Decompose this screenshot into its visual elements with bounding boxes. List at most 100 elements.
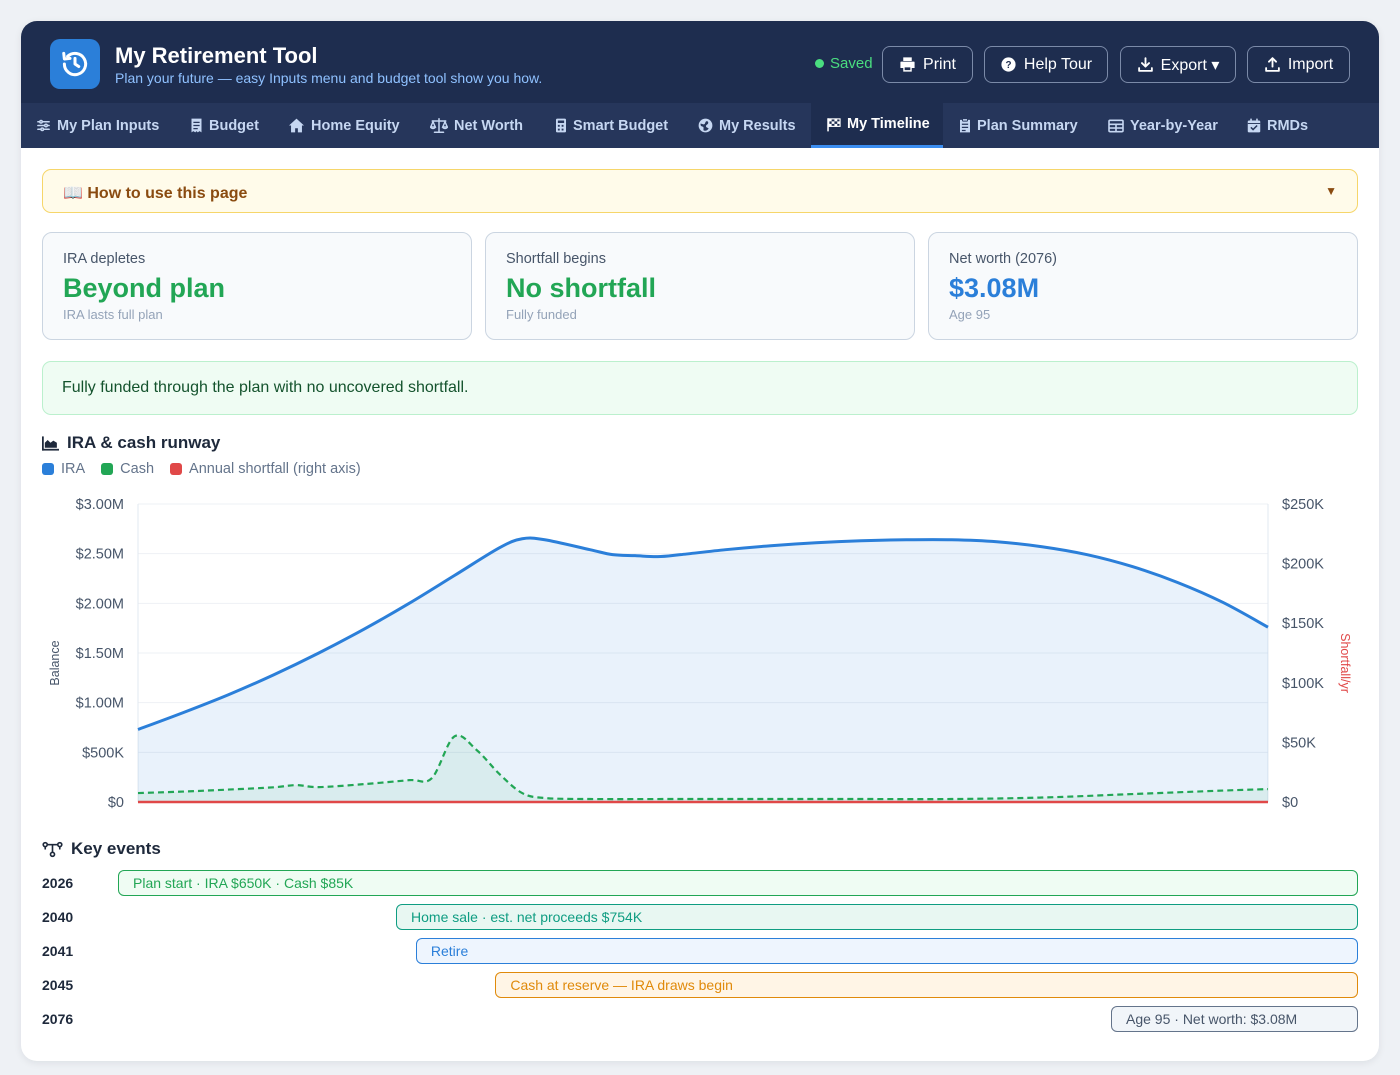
y2-tick-label: $150K — [1282, 616, 1324, 632]
y2-tick-label: $50K — [1282, 735, 1316, 751]
y-tick-label: $2.00M — [76, 596, 124, 612]
y-axis-label: Balance — [48, 640, 62, 685]
tab-label: My Results — [719, 117, 796, 134]
stat-label: Net worth (2076) — [949, 251, 1057, 267]
tab-plan-summary[interactable]: Plan Summary — [959, 103, 1078, 148]
event-year: 2045 — [42, 977, 74, 993]
y2-axis-label: Shortfall/yr — [1338, 633, 1352, 693]
app-title: My Retirement Tool — [115, 43, 318, 68]
tab-rmds[interactable]: RMDs — [1247, 103, 1308, 148]
stat-sub: Fully funded — [506, 307, 577, 322]
area-chart-icon — [42, 435, 59, 451]
stat-card-ira-depletes: IRA depletes Beyond plan IRA lasts full … — [42, 232, 472, 340]
cash-area — [138, 735, 1268, 802]
clipboard-icon — [960, 118, 970, 133]
legend-item-cash[interactable]: Cash — [101, 461, 154, 477]
chart-title: IRA & cash runway — [42, 433, 220, 453]
history-icon[interactable] — [50, 39, 100, 89]
event-bar[interactable]: Home sale · est. net proceeds $754K — [396, 904, 1358, 930]
import-button[interactable]: Import — [1247, 46, 1350, 83]
tab-year-by-year[interactable]: Year-by-Year — [1108, 103, 1218, 148]
tab-my-plan-inputs[interactable]: My Plan Inputs — [36, 103, 159, 148]
sliders-icon — [37, 119, 50, 132]
export-label: Export ▾ — [1160, 56, 1220, 74]
how-to-title: 📖 How to use this page — [63, 185, 248, 202]
status-dot-icon — [815, 59, 824, 68]
chart-legend: IRA Cash Annual shortfall (right axis) — [42, 461, 361, 477]
stat-value: Beyond plan — [63, 273, 226, 303]
export-button[interactable]: Export ▾ — [1120, 46, 1236, 83]
tab-label: Plan Summary — [977, 117, 1078, 134]
legend-label: Cash — [120, 461, 155, 477]
tab-label: Home Equity — [311, 117, 400, 134]
y-tick-label: $1.00M — [76, 696, 124, 712]
chevron-down-icon[interactable]: ▼ — [1325, 184, 1337, 198]
tab-net-worth[interactable]: Net Worth — [430, 103, 523, 148]
ira-line — [137, 536, 1269, 731]
event-bar[interactable]: Cash at reserve — IRA draws begin — [495, 972, 1358, 998]
print-label: Print — [923, 55, 956, 73]
legend-swatch — [170, 463, 183, 475]
question-circle-icon: ? — [1001, 57, 1016, 72]
tab-home-equity[interactable]: Home Equity — [288, 103, 400, 148]
flag-checkered-icon — [827, 117, 841, 131]
legend-swatch — [101, 463, 114, 475]
event-bar[interactable]: Age 95 · Net worth: $3.08M — [1111, 1006, 1358, 1032]
y2-tick-label: $0 — [1282, 795, 1298, 811]
alert-text: Fully funded through the plan with no un… — [62, 379, 469, 396]
event-year: 2041 — [42, 943, 74, 959]
y-tick-label: $500K — [82, 745, 124, 761]
legend-item-ira[interactable]: IRA — [42, 461, 85, 477]
chart-title-text: IRA & cash runway — [67, 433, 221, 452]
runway-chart: $0 $500K $1.00M $1.50M $2.00M $2.50M $3.00M $0 $… — [48, 497, 1352, 811]
app-card: My Retirement Tool Plan your future — ea… — [21, 21, 1379, 1061]
main-nav: My Plan Inputs Budget Home Equity Net Wo… — [21, 103, 1379, 148]
tab-smart-budget[interactable]: Smart Budget — [555, 103, 668, 148]
tab-budget[interactable]: Budget — [190, 103, 259, 148]
stat-value: No shortfall — [506, 273, 657, 303]
scale-icon — [430, 118, 448, 133]
event-bar[interactable]: Plan start · IRA $650K · Cash $85K — [118, 870, 1358, 896]
legend-label: IRA — [61, 461, 86, 477]
legend-swatch — [42, 463, 54, 475]
how-to-panel[interactable]: 📖 How to use this page ▼ — [42, 169, 1358, 213]
legend-item-shortfall[interactable]: Annual shortfall (right axis) — [170, 461, 361, 477]
y-tick-label: $2.50M — [76, 547, 124, 563]
help-tour-label: Help Tour — [1023, 55, 1093, 73]
stat-card-net-worth: Net worth (2076) $3.08M Age 95 — [928, 232, 1358, 340]
stat-value: $3.08M — [949, 273, 1040, 303]
calendar-check-icon — [1247, 118, 1261, 133]
tab-my-timeline[interactable]: My Timeline — [811, 103, 943, 148]
help-tour-button[interactable]: ? Help Tour — [984, 46, 1108, 83]
y2-tick-label: $250K — [1282, 497, 1324, 513]
ira-area — [138, 538, 1268, 802]
svg-text:?: ? — [1005, 60, 1011, 71]
tab-label: Budget — [209, 117, 259, 134]
printer-icon — [900, 57, 915, 72]
event-bar[interactable]: Retire — [415, 938, 1358, 964]
event-year: 2040 — [42, 909, 74, 925]
import-label: Import — [1287, 55, 1334, 73]
tab-label: My Plan Inputs — [57, 117, 160, 134]
table-icon — [1108, 119, 1124, 132]
print-button[interactable]: Print — [882, 46, 973, 83]
event-year: 2026 — [42, 875, 74, 891]
events-title: Key events — [42, 839, 161, 859]
funded-alert: Fully funded through the plan with no un… — [42, 361, 1358, 415]
tab-label: Net Worth — [454, 117, 524, 134]
upload-icon — [1265, 57, 1280, 72]
stat-label: Shortfall begins — [506, 251, 606, 267]
stat-card-shortfall: Shortfall begins No shortfall Fully fund… — [485, 232, 915, 340]
y-tick-label: $3.00M — [76, 497, 124, 513]
globe-icon — [698, 118, 713, 133]
tab-label: Smart Budget — [573, 117, 669, 134]
legend-label: Annual shortfall (right axis) — [189, 461, 361, 477]
stat-sub: IRA lasts full plan — [63, 307, 163, 322]
tab-label: My Timeline — [847, 116, 930, 132]
download-icon — [1137, 57, 1153, 72]
diagram-icon — [42, 841, 63, 857]
tab-my-results[interactable]: My Results — [698, 103, 796, 148]
tab-label: Year-by-Year — [1130, 117, 1218, 134]
event-year: 2076 — [42, 1011, 74, 1027]
y2-tick-label: $100K — [1282, 676, 1324, 692]
